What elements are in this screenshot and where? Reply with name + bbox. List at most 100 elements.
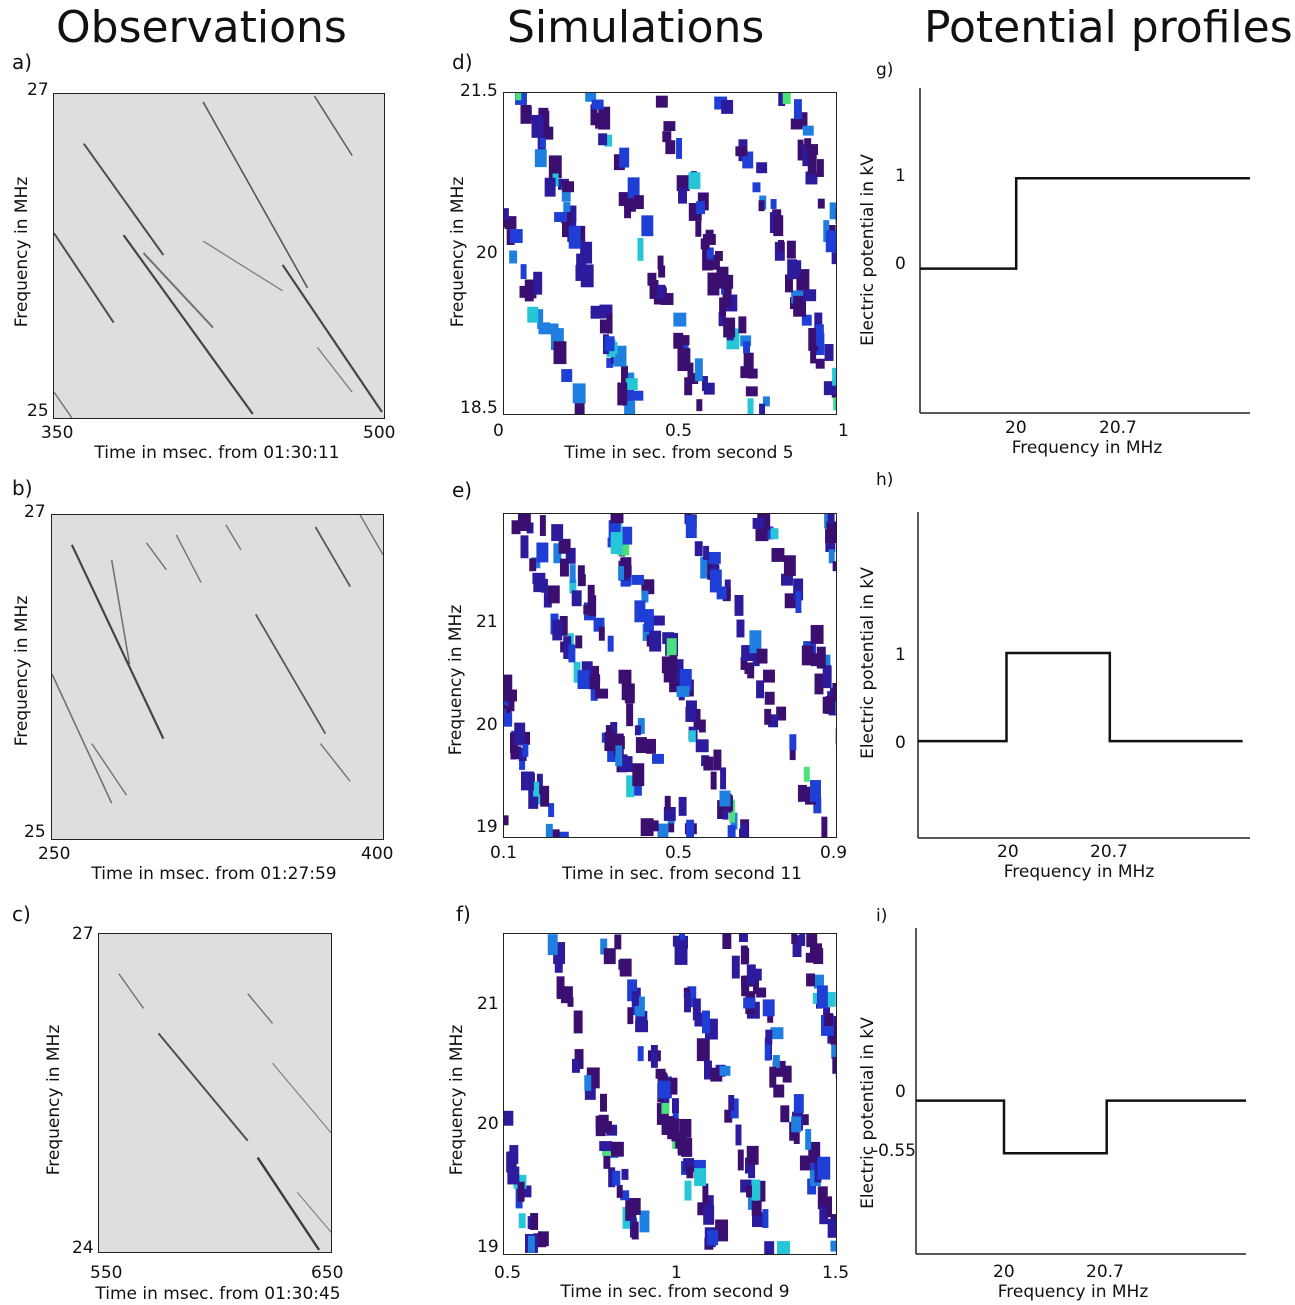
spectrogram-cell: [612, 1170, 621, 1186]
spectrogram-cell: [576, 225, 586, 242]
spectrogram-cell: [647, 272, 657, 286]
a-xtick-left: 350: [41, 423, 74, 443]
c-xtick-left: 550: [90, 1263, 123, 1283]
spectrogram-cell: [534, 149, 547, 168]
spectrogram-cell: [671, 1098, 679, 1114]
spectrogram-cell: [544, 177, 556, 197]
d-xlabel: Time in sec. from second 5: [564, 443, 794, 463]
d-ytick-mid: 20: [476, 243, 498, 263]
spectrogram-cell: [731, 955, 740, 979]
spectrogram-cell: [610, 1141, 624, 1157]
spectrogram-cell: [724, 1109, 733, 1123]
spectrogram-cell: [571, 1058, 580, 1073]
spectrogram-cell: [621, 1168, 629, 1180]
panel-label-b: b): [12, 476, 33, 500]
plot-e-svg: [504, 514, 836, 837]
spectrogram-cell: [598, 133, 608, 146]
spectrogram-cell: [595, 112, 602, 129]
g-potential-line: [920, 177, 1250, 270]
spectrogram-cell: [600, 1093, 607, 1112]
spectrogram-cell: [803, 289, 817, 302]
spectrogram-cell: [816, 646, 826, 669]
spectrogram-cell: [520, 104, 532, 124]
spectrogram-cell: [803, 766, 810, 782]
spectrogram-cell: [825, 230, 836, 253]
spectrogram-cell: [641, 590, 649, 603]
spectrogram-cell: [702, 1010, 710, 1034]
spectrogram-cell: [642, 624, 650, 641]
spectrogram-cell: [789, 747, 796, 761]
spectrogram-cell: [674, 946, 688, 965]
spectrogram-cell: [787, 259, 798, 280]
spectrogram-cell: [687, 986, 697, 1008]
spectrogram-cell: [621, 682, 631, 701]
spectrogram-cell: [741, 645, 754, 661]
spectrogram-cell: [762, 1209, 769, 1228]
spectrogram-cell: [626, 703, 634, 727]
spectrogram-cell: [817, 1156, 831, 1180]
spectrogram-cell: [831, 252, 836, 265]
b-ylabel: Frequency in MHz: [12, 595, 32, 747]
spectrogram-cell: [504, 712, 513, 727]
spectrogram-cell: [587, 584, 595, 604]
spectrogram-cell: [793, 1094, 804, 1113]
spectrogram-cell: [696, 1038, 710, 1062]
spectrogram-cell: [756, 648, 768, 664]
d-ytick-bottom: 18.5: [460, 398, 498, 418]
simulations-title: Simulations: [507, 2, 765, 53]
spectrogram-cell: [514, 722, 526, 746]
spectrogram-cell: [685, 515, 697, 539]
spectrogram-cell: [703, 1060, 712, 1080]
spectrogram-cell: [790, 118, 803, 130]
spectrogram-cell: [560, 641, 567, 653]
drift-stripe: [70, 544, 165, 740]
plot-d-svg: [504, 93, 836, 414]
spectrogram-cell: [694, 358, 703, 382]
spectrogram-cell: [517, 1181, 525, 1202]
spectrogram-cell: [671, 1118, 680, 1142]
spectrogram-cell: [679, 1118, 692, 1138]
spectrogram-cell: [764, 1241, 775, 1254]
spectrogram-cell: [676, 686, 690, 697]
plot-f: [503, 933, 837, 1255]
spectrogram-cell: [610, 514, 624, 524]
b-ytick-top: 27: [24, 502, 46, 522]
spectrogram-cell: [767, 1012, 774, 1023]
spectrogram-cell: [763, 669, 775, 683]
spectrogram-cell: [637, 1046, 644, 1062]
f-ytick-bottom: 19: [477, 1237, 499, 1257]
spectrogram-cell: [532, 572, 546, 584]
a-xlabel: Time in msec. from 01:30:11: [94, 443, 340, 463]
spectrogram-cell: [684, 1180, 692, 1201]
f-xtick-2: 1.5: [822, 1263, 850, 1283]
i-ytick-0: 0: [895, 1082, 906, 1102]
spectrogram-cell: [639, 1210, 650, 1233]
a-xtick-right: 500: [363, 423, 396, 443]
spectrogram-cell: [576, 253, 587, 267]
spectrogram-cell: [831, 693, 836, 706]
spectrogram-cell: [657, 284, 666, 299]
spectrogram-cell: [676, 138, 683, 159]
plot-e: [503, 513, 837, 838]
spectrogram-cell: [741, 976, 750, 997]
d-xtick-1: 0.5: [665, 421, 693, 441]
spectrogram-cell: [613, 733, 624, 757]
e-xtick-2: 0.9: [820, 843, 848, 863]
spectrogram-cell: [737, 1149, 744, 1171]
spectrogram-cell: [752, 649, 760, 667]
spectrogram-cell: [780, 1105, 790, 1123]
e-xlabel: Time in sec. from second 11: [561, 864, 803, 884]
drift-stripe: [319, 743, 351, 782]
spectrogram-cell: [529, 558, 537, 572]
spectrogram-cell: [603, 1121, 612, 1132]
panel-label-h: h): [876, 470, 894, 490]
spectrogram-cell: [633, 195, 644, 210]
spectrogram-cell: [777, 1241, 790, 1254]
spectrogram-cell: [635, 737, 647, 754]
spectrogram-cell: [624, 203, 632, 219]
spectrogram-cell: [663, 806, 676, 821]
spectrogram-cell: [607, 635, 614, 652]
spectrogram-cell: [814, 673, 824, 695]
spectrogram-cell: [610, 722, 618, 736]
spectrogram-cell: [764, 691, 775, 705]
